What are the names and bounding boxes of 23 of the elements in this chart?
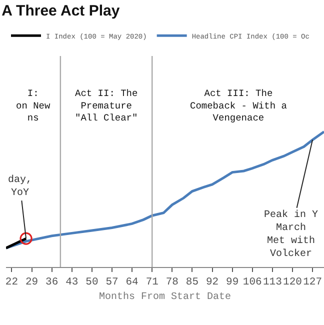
x-tick-label: 127 — [303, 276, 322, 289]
x-tick-label: 113 — [262, 276, 282, 289]
x-tick-label: 43 — [66, 276, 78, 289]
x-axis-title: Months From Start Date — [98, 291, 232, 304]
x-tick-label: 50 — [86, 276, 98, 289]
text: I: on New ns — [16, 88, 51, 124]
x-tick-label: 78 — [166, 276, 178, 289]
x-tick-label: 85 — [186, 276, 199, 289]
x-tick-label: 22 — [5, 276, 18, 289]
x-tick-label: 71 — [146, 276, 158, 289]
x-tick-label: 92 — [206, 276, 219, 289]
annotation: Peak in Y March Met with Volcker — [264, 209, 318, 260]
text: Act II: The Premature "All Clear" — [75, 88, 138, 124]
x-tick-label: 29 — [25, 276, 38, 289]
text: Act III: The Comeback - With a Vengenace — [190, 88, 288, 124]
annotation: day, YoY — [8, 174, 32, 199]
x-tick-label: 99 — [226, 276, 239, 289]
x-tick-label: 36 — [46, 276, 58, 289]
x-tick-label: 120 — [283, 276, 302, 289]
x-tick-label: 57 — [106, 276, 118, 289]
x-tick-label: 106 — [242, 276, 262, 289]
chart-title: A Three Act Play — [2, 2, 120, 20]
x-tick-label: 64 — [126, 276, 138, 289]
